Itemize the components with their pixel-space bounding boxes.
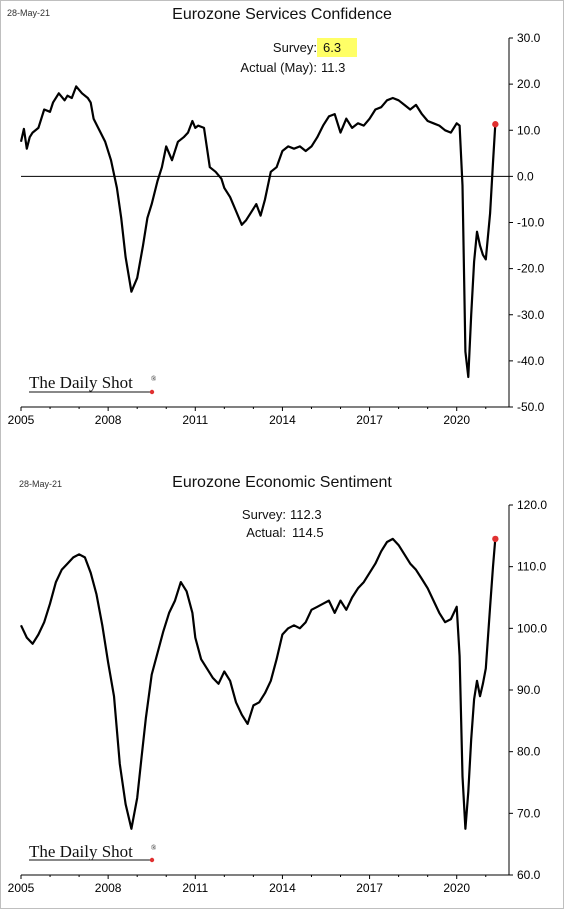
actual-label: Actual: <box>246 525 286 540</box>
x-tick-label: 2020 <box>443 413 470 427</box>
x-tick-label: 2020 <box>443 881 470 895</box>
y-tick-label: 100.0 <box>517 621 547 635</box>
y-tick-label: 70.0 <box>517 806 541 820</box>
x-tick-label: 2017 <box>356 413 383 427</box>
actual-value: 114.5 <box>292 525 324 540</box>
y-tick-label: -10.0 <box>517 216 545 230</box>
y-tick-label: 0.0 <box>517 169 534 183</box>
date-stamp: 28-May-21 <box>7 8 50 18</box>
survey-value: 6.3 <box>323 40 341 55</box>
logo-dot <box>149 857 155 863</box>
y-tick-label: -50.0 <box>517 400 545 414</box>
logo-registered-mark: ® <box>151 844 157 852</box>
y-tick-label: 60.0 <box>517 868 541 882</box>
y-tick-label: 90.0 <box>517 683 541 697</box>
y-axis: 30.0 20.0 10.0 0.0 -10.0 -20.0 -30.0 -40.0 -50.0 <box>508 31 545 414</box>
x-axis: 2005 2008 2011 2014 2017 2020 <box>8 874 509 895</box>
x-tick-label: 2005 <box>8 413 35 427</box>
x-tick-label: 2005 <box>8 881 35 895</box>
y-tick-label: -30.0 <box>517 308 545 322</box>
actual-value: 11.3 <box>321 60 345 75</box>
y-tick-label: 20.0 <box>517 77 541 91</box>
actual-label: Actual (May): <box>240 60 317 75</box>
logo-registered-mark: ® <box>151 375 157 383</box>
daily-shot-logo: The Daily Shot ® <box>29 373 157 395</box>
survey-value-highlight <box>317 38 357 57</box>
y-tick-label: 10.0 <box>517 123 541 137</box>
chart-economic-sentiment: 28-May-21 Eurozone Economic Sentiment Su… <box>8 474 548 895</box>
logo-text: The Daily Shot <box>29 842 133 861</box>
latest-value-marker <box>492 121 499 128</box>
latest-value-marker <box>492 535 499 543</box>
y-tick-label: 120.0 <box>517 498 547 512</box>
y-tick-label: -40.0 <box>517 354 545 368</box>
y-tick-label: -20.0 <box>517 262 545 276</box>
x-tick-label: 2014 <box>269 881 296 895</box>
y-tick-label: 80.0 <box>517 745 541 759</box>
x-tick-label: 2011 <box>182 413 208 427</box>
survey-value: 112.3 <box>290 507 322 522</box>
chart-title: Eurozone Services Confidence <box>172 6 392 23</box>
series-line <box>20 537 497 830</box>
series-line <box>19 85 497 379</box>
series-line-group <box>20 535 499 830</box>
y-tick-label: 110.0 <box>517 560 546 574</box>
x-tick-label: 2017 <box>356 881 383 895</box>
x-tick-label: 2011 <box>182 881 208 895</box>
x-tick-label: 2014 <box>269 413 296 427</box>
x-tick-label: 2008 <box>95 881 122 895</box>
logo-text: The Daily Shot <box>29 373 133 392</box>
logo-dot <box>149 389 155 395</box>
chart-title: Eurozone Economic Sentiment <box>172 474 392 491</box>
date-stamp: 28-May-21 <box>19 479 62 489</box>
x-tick-label: 2008 <box>95 413 122 427</box>
survey-label: Survey: <box>273 40 317 55</box>
x-axis: 2005 2008 2011 2014 2017 2020 <box>8 406 509 427</box>
survey-label: Survey: <box>242 507 286 522</box>
daily-shot-logo: The Daily Shot ® <box>29 842 157 863</box>
series-line-group <box>19 85 499 379</box>
y-axis: 120.0 110.0 100.0 90.0 80.0 70.0 60.0 <box>508 498 547 882</box>
chart-services-confidence: 28-May-21 Eurozone Services Confidence S… <box>7 6 545 427</box>
y-tick-label: 30.0 <box>517 31 541 45</box>
